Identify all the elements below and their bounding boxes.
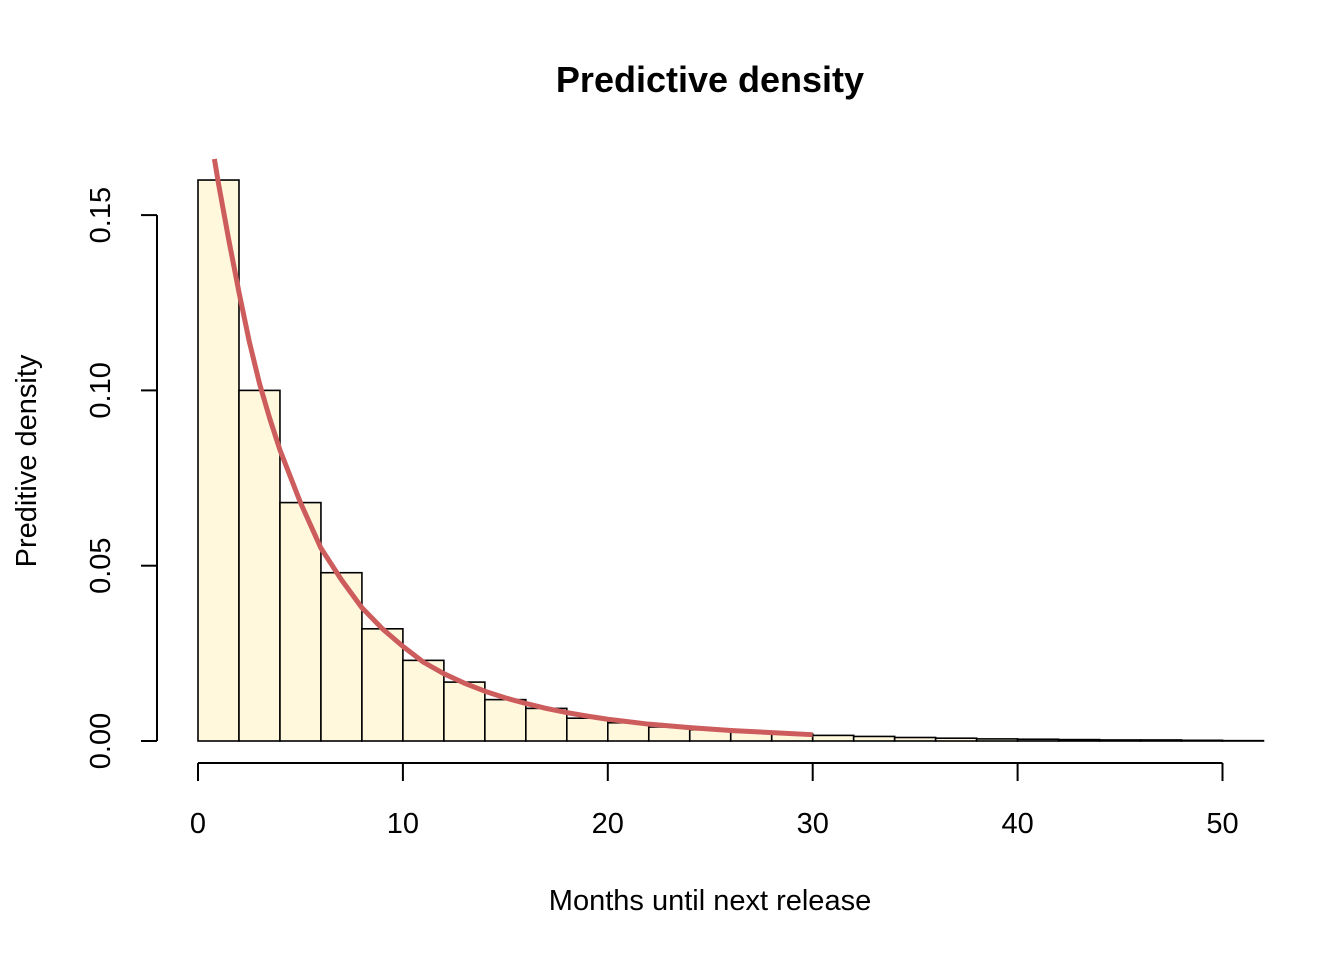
histogram-bar	[566, 717, 609, 742]
histogram-bar	[361, 628, 404, 742]
histogram-bar	[975, 738, 1019, 742]
histogram-bar	[934, 737, 978, 742]
histogram-bar	[1057, 738, 1101, 742]
y-tick-label: 0.15	[85, 187, 117, 243]
histogram-bar	[484, 698, 527, 742]
density-curve	[211, 158, 813, 738]
histogram-bar	[238, 389, 281, 742]
x-tick-label: 0	[190, 808, 206, 840]
histogram-bar	[1016, 738, 1060, 742]
x-tick-label: 50	[1206, 808, 1238, 840]
y-axis: 0.00 0.05 0.10 0.15	[85, 187, 158, 769]
x-tick-label: 40	[1001, 808, 1033, 840]
chart-title: Predictive density	[556, 59, 864, 100]
plot-area	[197, 158, 1265, 742]
histogram-bar	[279, 501, 322, 742]
histogram-bars	[197, 179, 1265, 742]
y-tick-label: 0.10	[85, 362, 117, 418]
histogram-bar	[852, 735, 896, 742]
y-tick-label: 0.05	[85, 537, 117, 593]
histogram-bar	[1098, 739, 1142, 742]
histogram-bar	[197, 179, 240, 742]
histogram-bar	[811, 734, 855, 742]
y-tick-label: 0.00	[85, 713, 117, 769]
histogram-bar	[1139, 739, 1183, 742]
x-tick-label: 30	[797, 808, 829, 840]
x-tick-label: 10	[387, 808, 419, 840]
histogram-bar	[1180, 739, 1224, 742]
x-tick-label: 20	[592, 808, 624, 840]
histogram-bar	[443, 681, 486, 742]
x-axis-label: Months until next release	[549, 885, 871, 917]
y-axis-label: Preditive density	[11, 354, 43, 567]
histogram-bar	[893, 736, 937, 742]
x-axis: 0 10 20 30 40 50	[190, 762, 1239, 840]
